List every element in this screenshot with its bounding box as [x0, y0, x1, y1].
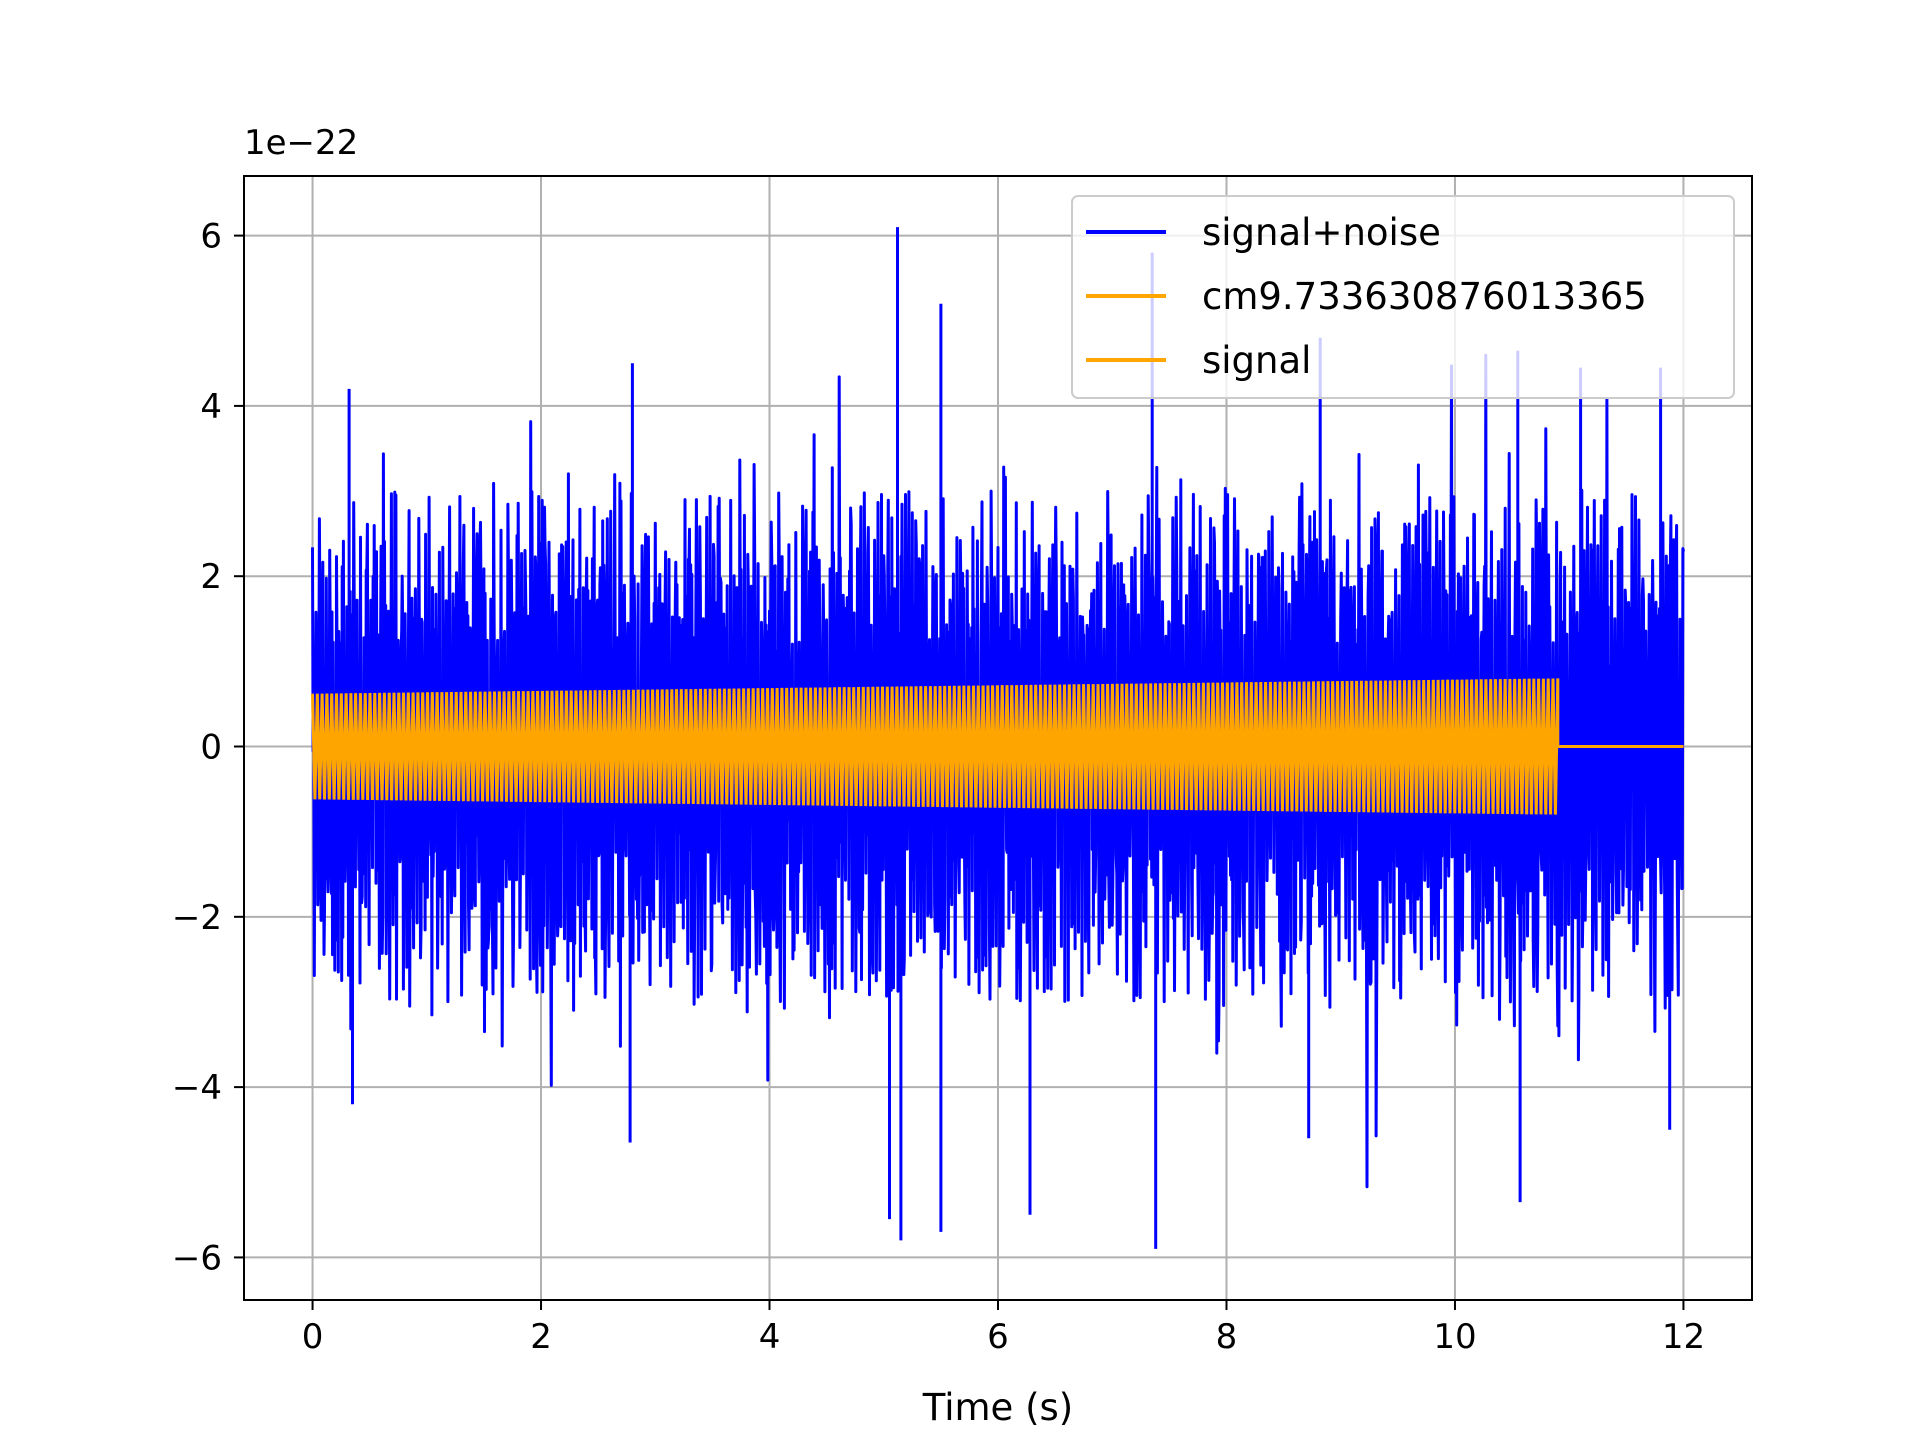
legend-box: [1071, 195, 1735, 399]
y-tick-label: 2: [200, 557, 222, 597]
tick-labels: 0 2 4 6 8 10 12 −6 −4 −2 0 2 4 6: [172, 217, 1705, 1357]
x-tick-label: 4: [759, 1317, 781, 1357]
x-tick-label: 12: [1662, 1317, 1705, 1357]
y-tick-label: 6: [200, 217, 222, 257]
y-tick-label: 4: [200, 387, 222, 427]
legend-label: signal: [1202, 339, 1311, 382]
y-tick-label: 0: [200, 728, 222, 768]
legend-label: signal+noise: [1202, 211, 1441, 254]
x-tick-label: 2: [530, 1317, 552, 1357]
y-tick-label: −6: [172, 1238, 222, 1278]
legend: signal+noise cm9.733630876013365 signal: [1071, 195, 1735, 399]
y-offset-label: 1e−22: [244, 123, 358, 163]
x-axis-label: Time (s): [922, 1386, 1073, 1429]
x-tick-label: 6: [987, 1317, 1009, 1357]
tick-marks: [234, 234, 1685, 1310]
series-signal-noise: [311, 227, 1685, 1249]
series-cm: [311, 678, 1684, 815]
plot-area: [311, 227, 1685, 1249]
x-tick-label: 8: [1216, 1317, 1238, 1357]
y-tick-label: −2: [172, 898, 222, 938]
y-tick-label: −4: [172, 1068, 222, 1108]
x-tick-label: 10: [1433, 1317, 1476, 1357]
legend-label: cm9.733630876013365: [1202, 275, 1647, 318]
x-tick-label: 0: [302, 1317, 324, 1357]
